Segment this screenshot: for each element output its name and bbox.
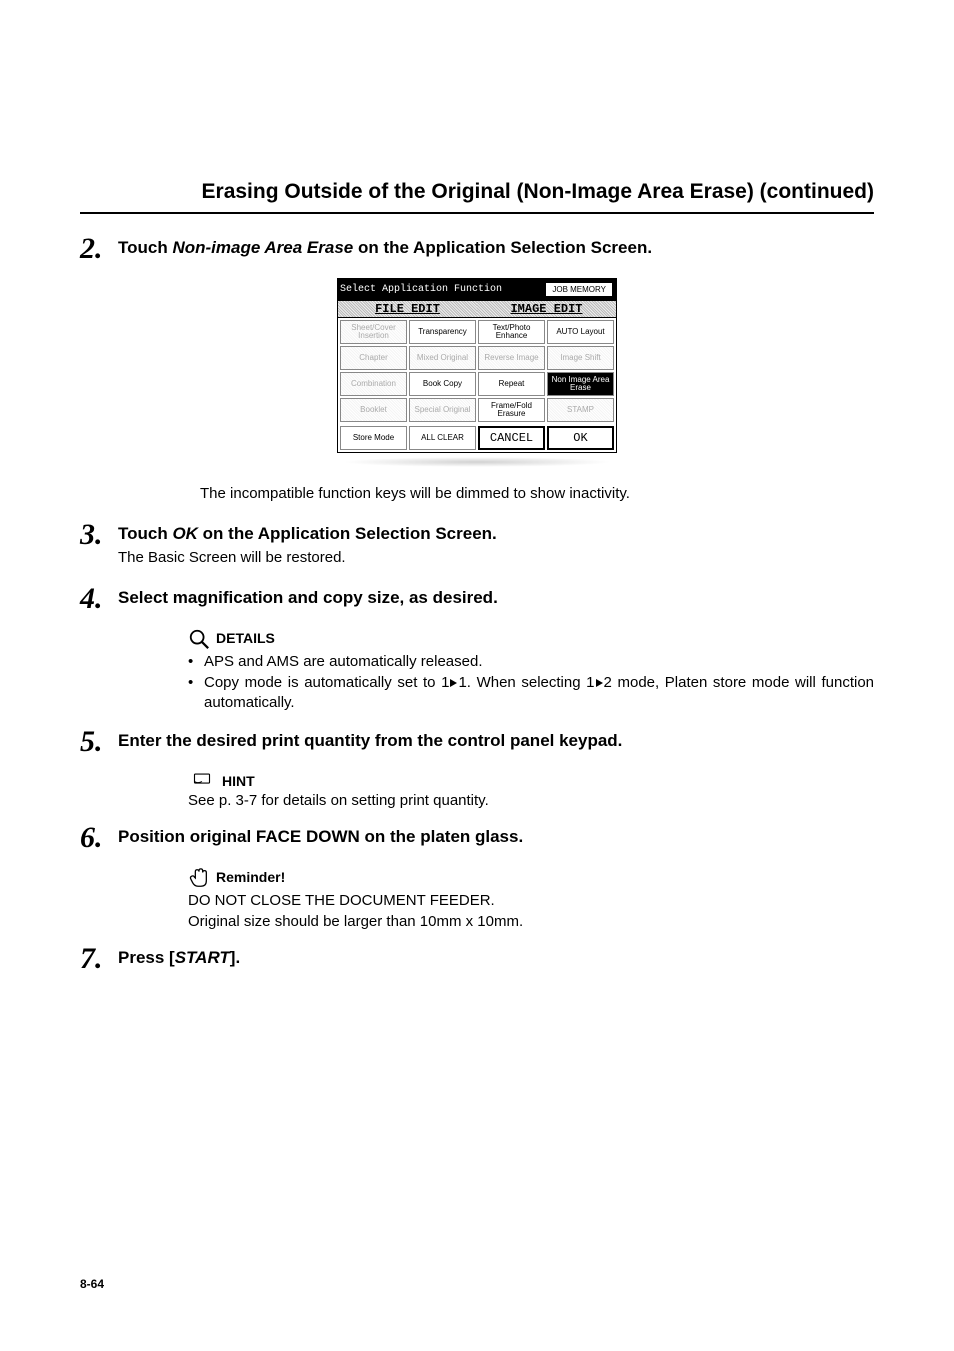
page-number: 8-64	[80, 1277, 104, 1291]
hint-body: See p. 3-7 for details on setting print …	[188, 791, 874, 811]
step-text: Touch	[118, 238, 172, 257]
app-header: Select Application Function JOB MEMORY	[338, 279, 616, 300]
btn-all-clear[interactable]: ALL CLEAR	[409, 426, 476, 450]
step-heading: Touch OK on the Application Selection Sc…	[118, 524, 874, 544]
btn-store-mode[interactable]: Store Mode	[340, 426, 407, 450]
triangle-icon	[450, 679, 457, 687]
btn-mixed-original[interactable]: Mixed Original	[409, 346, 476, 370]
hand-icon	[188, 867, 210, 889]
job-memory-button[interactable]: JOB MEMORY	[545, 282, 613, 297]
reminder-line: Original size should be larger than 10mm…	[188, 912, 874, 932]
step-em: OK	[172, 524, 198, 543]
step-number: 5.	[80, 725, 118, 757]
bullet-dot: •	[188, 673, 204, 714]
step-text: Press [	[118, 948, 175, 967]
bullet-text: APS and AMS are automatically released.	[204, 652, 482, 672]
reminder-body: DO NOT CLOSE THE DOCUMENT FEEDER. Origin…	[188, 891, 874, 932]
step-number: 3.	[80, 518, 118, 550]
page-title: Erasing Outside of the Original (Non-Ima…	[80, 180, 874, 204]
btn-sheet-cover[interactable]: Sheet/Cover Insertion	[340, 320, 407, 344]
step-text: on the Application Selection Screen.	[353, 238, 652, 257]
step-number: 6.	[80, 821, 118, 853]
step-7: 7. Press [START].	[80, 942, 874, 974]
step-body: The Basic Screen will be restored.	[118, 548, 874, 568]
step-heading: Position original FACE DOWN on the plate…	[118, 827, 874, 847]
triangle-icon	[596, 679, 603, 687]
btn-image-shift[interactable]: Image Shift	[547, 346, 614, 370]
btn-ok[interactable]: OK	[547, 426, 614, 450]
step-2: 2. Touch Non-image Area Erase on the App…	[80, 232, 874, 264]
step-text: Touch	[118, 524, 172, 543]
step-6: 6. Position original FACE DOWN on the pl…	[80, 821, 874, 853]
bullet-text: Copy mode is automatically set to 1 1. Wh…	[204, 673, 874, 714]
bullet-frag: Copy mode is automatically set to 1	[204, 674, 449, 691]
hint-label: HINT	[222, 771, 255, 789]
screen-shadow	[342, 457, 612, 467]
btn-text-photo[interactable]: Text/Photo Enhance	[478, 320, 545, 344]
step-heading: Enter the desired print quantity from th…	[118, 731, 874, 751]
step-text: on the Application Selection Screen.	[198, 524, 497, 543]
step-heading: Touch Non-image Area Erase on the Applic…	[118, 238, 874, 258]
step-text: ].	[230, 948, 240, 967]
app-screen: Select Application Function JOB MEMORY F…	[337, 278, 617, 453]
btn-transparency[interactable]: Transparency	[409, 320, 476, 344]
step-em: START	[175, 948, 230, 967]
btn-reverse-image[interactable]: Reverse Image	[478, 346, 545, 370]
details-bullets: • APS and AMS are automatically released…	[188, 652, 874, 713]
btn-chapter[interactable]: Chapter	[340, 346, 407, 370]
reminder-callout: Reminder!	[188, 867, 874, 889]
reminder-line: DO NOT CLOSE THE DOCUMENT FEEDER.	[188, 891, 874, 911]
step-5: 5. Enter the desired print quantity from…	[80, 725, 874, 757]
btn-booklet[interactable]: Booklet	[340, 398, 407, 422]
app-header-title: Select Application Function	[340, 284, 502, 295]
btn-special-original[interactable]: Special Original	[409, 398, 476, 422]
step-em: Non-image Area Erase	[172, 238, 353, 257]
file-edit-header: FILE EDIT	[338, 300, 477, 318]
reminder-label: Reminder!	[216, 867, 285, 885]
note-icon	[188, 771, 216, 789]
hint-callout: HINT	[188, 771, 874, 789]
step-3: 3. Touch OK on the Application Selection…	[80, 518, 874, 568]
btn-repeat[interactable]: Repeat	[478, 372, 545, 396]
btn-auto-layout[interactable]: AUTO Layout	[547, 320, 614, 344]
step-number: 7.	[80, 942, 118, 974]
incompatible-note: The incompatible function keys will be d…	[200, 485, 874, 502]
btn-book-copy[interactable]: Book Copy	[409, 372, 476, 396]
app-screen-figure: Select Application Function JOB MEMORY F…	[337, 278, 617, 467]
bullet-dot: •	[188, 652, 204, 672]
btn-non-image-erase[interactable]: Non Image Area Erase	[547, 372, 614, 396]
magnifier-icon	[188, 628, 210, 650]
btn-combination[interactable]: Combination	[340, 372, 407, 396]
step-heading: Select magnification and copy size, as d…	[118, 588, 874, 608]
step-number: 4.	[80, 582, 118, 614]
bullet-frag: 1. When selecting 1	[458, 674, 594, 691]
btn-cancel[interactable]: CANCEL	[478, 426, 545, 450]
step-heading: Press [START].	[118, 948, 874, 968]
title-rule	[80, 212, 874, 214]
details-callout: DETAILS	[188, 628, 874, 650]
btn-stamp[interactable]: STAMP	[547, 398, 614, 422]
btn-frame-fold[interactable]: Frame/Fold Erasure	[478, 398, 545, 422]
step-4: 4. Select magnification and copy size, a…	[80, 582, 874, 614]
step-number: 2.	[80, 232, 118, 264]
details-label: DETAILS	[216, 628, 275, 646]
image-edit-header: IMAGE EDIT	[477, 300, 616, 318]
